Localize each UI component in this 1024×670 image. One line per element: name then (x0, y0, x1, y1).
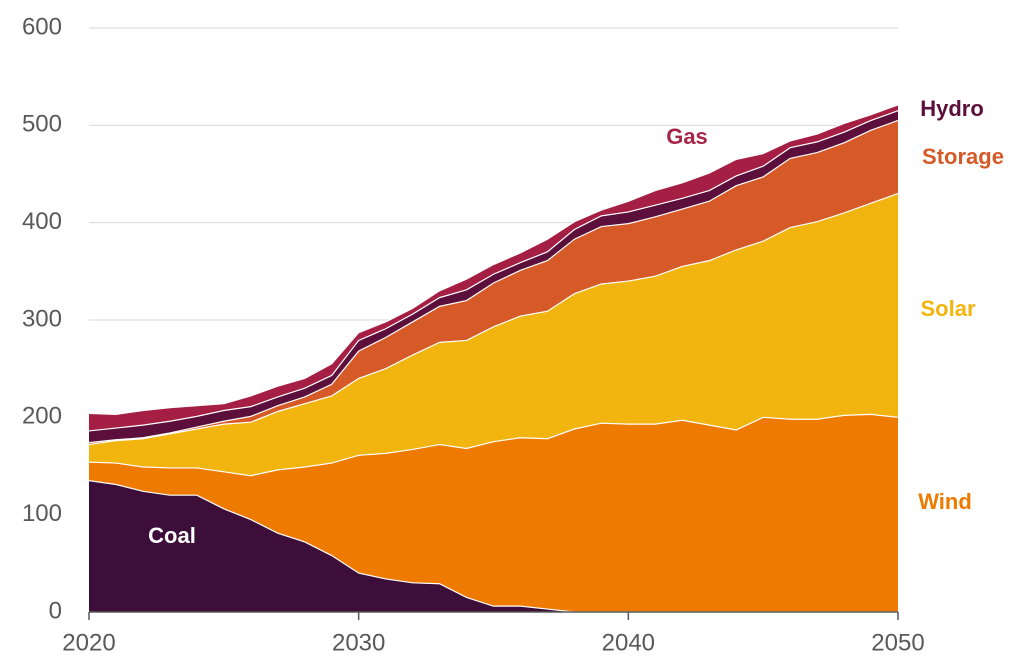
x-tick-label: 2020 (62, 629, 115, 656)
x-tick-label: 2030 (332, 629, 385, 656)
x-tick-label: 2040 (602, 629, 655, 656)
series-label: Storage (922, 144, 1004, 169)
y-tick-label: 200 (22, 403, 62, 430)
y-tick-label: 500 (22, 111, 62, 138)
area-edge (88, 104, 899, 416)
series-label: Coal (148, 523, 196, 548)
y-tick-label: 600 (22, 13, 62, 40)
area (89, 414, 898, 612)
y-tick-label: 0 (49, 597, 62, 624)
y-tick-label: 300 (22, 305, 62, 332)
area-edge (88, 119, 899, 444)
area-edge (88, 192, 899, 446)
series-label: Hydro (920, 96, 984, 121)
series-label: Solar (920, 296, 975, 321)
area (89, 480, 898, 612)
area-edge (88, 413, 899, 477)
y-tick-label: 400 (22, 208, 62, 235)
area (89, 104, 898, 431)
area (89, 110, 898, 443)
x-tick-label: 2050 (871, 629, 924, 656)
area-edge (88, 110, 899, 432)
series-label: Gas (666, 124, 708, 149)
series-label: Wind (918, 489, 972, 514)
y-tick-label: 100 (22, 500, 62, 527)
